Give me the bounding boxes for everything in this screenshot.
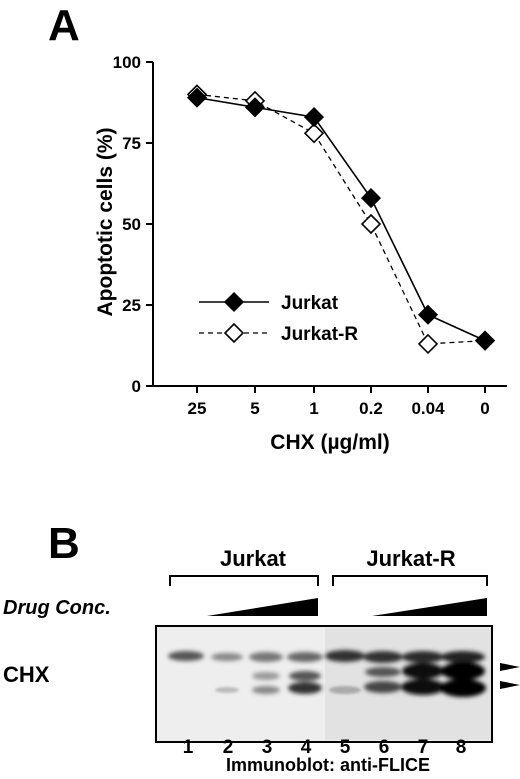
point-jurkat: [244, 97, 266, 118]
x-tick-label: 5: [250, 399, 259, 418]
lane-label: 4: [301, 737, 312, 758]
legend-label-jurkat-r: Jurkat-R: [281, 324, 358, 345]
legend-marker-jurkat-r: [223, 322, 245, 344]
lane-label: 5: [340, 737, 351, 758]
point-jurkat: [360, 188, 382, 209]
band-lane1-upper: [168, 651, 204, 661]
band-lane4-lower: [288, 682, 322, 694]
lane-label: 6: [379, 737, 390, 758]
series-markers: [186, 84, 496, 355]
blot-faint-bands: [215, 686, 361, 694]
band-lane6-lower: [364, 681, 402, 693]
x-ticks: 25 5 1 0.2 0.04 0: [188, 386, 490, 418]
panel-a-letter: A: [48, 1, 80, 50]
point-jurkat: [417, 304, 439, 325]
band-lane8-middle: [441, 662, 485, 680]
y-ticks: 0 25 50 75 100: [113, 53, 153, 396]
band-lane5-upper: [325, 650, 365, 662]
band-lane3-middle: [252, 672, 280, 680]
legend-marker-jurkat: [223, 291, 245, 313]
band-lane4-upper: [287, 652, 323, 662]
lane-label: 8: [456, 737, 467, 758]
x-tick-label: 1: [309, 399, 318, 418]
blot-row-label: CHX: [3, 662, 50, 687]
series-line-jurkat-r: [196, 93, 486, 345]
group-label-jurkat-r: Jurkat-R: [366, 546, 455, 571]
lane-label: 1: [183, 737, 194, 758]
band-lane2-lower: [215, 687, 239, 693]
point-jurkat: [474, 330, 496, 351]
point-jurkat: [186, 87, 208, 108]
point-jurkat-r: [417, 333, 439, 355]
lower-band-arrowhead-icon: [500, 681, 520, 689]
x-tick-label: 0: [480, 399, 489, 418]
x-axis-label: CHX (µg/ml): [270, 431, 389, 454]
point-jurkat-r: [360, 213, 382, 235]
panel-b-letter: B: [48, 519, 80, 568]
band-lane8-upper: [441, 651, 485, 663]
series-line-jurkat: [196, 96, 486, 342]
x-tick-label: 25: [188, 399, 207, 418]
legend-label-jurkat: Jurkat: [281, 293, 339, 314]
lane-label: 2: [223, 737, 234, 758]
band-lane7-lower: [401, 679, 445, 695]
band-lane3-upper: [249, 652, 283, 662]
drug-conc-label: Drug Conc.: [3, 597, 111, 619]
legend: Jurkat Jurkat-R: [199, 291, 358, 345]
lane-label: 3: [262, 737, 273, 758]
group-label-jurkat: Jurkat: [220, 546, 287, 571]
concentration-wedge-jurkat-r: [372, 598, 487, 616]
concentration-wedge-jurkat: [207, 598, 318, 616]
immunoblot-image: [155, 625, 493, 743]
bracket-jurkat: [169, 575, 319, 586]
band-lane6-upper: [363, 651, 403, 663]
band-lane8-lower: [440, 679, 486, 697]
blot-caption: Immunoblot: anti-FLICE: [226, 755, 430, 775]
y-tick-label: 75: [122, 134, 141, 153]
band-lane7-middle: [402, 663, 444, 679]
y-axis-label: Apoptotic cells (%): [94, 127, 117, 316]
panel-a-chart: 0 25 50 75 100 25 5 1 0.2 0.04 0 Apoptotic cells …: [94, 53, 507, 454]
lane-labels: 1 2 3 4 5 6 7 8: [183, 737, 467, 758]
y-tick-label: 100: [113, 53, 141, 72]
band-lane7-upper: [402, 651, 444, 663]
series-lines: [196, 93, 486, 345]
band-lane5-lower: [329, 686, 361, 694]
y-tick-label: 0: [132, 377, 141, 396]
band-lane4-middle: [289, 671, 321, 681]
point-jurkat: [303, 107, 325, 128]
blot-bands: [168, 650, 486, 697]
y-tick-label: 50: [122, 215, 141, 234]
x-tick-label: 0.2: [359, 399, 383, 418]
point-jurkat-r: [303, 123, 325, 144]
band-lane3-lower: [252, 686, 280, 694]
upper-band-arrowhead-icon: [500, 663, 520, 671]
band-lane6-middle: [365, 667, 401, 677]
x-tick-label: 0.04: [411, 399, 445, 418]
lane-label: 7: [418, 737, 429, 758]
band-lane2-upper: [211, 653, 243, 661]
bracket-jurkat-r: [332, 575, 488, 586]
y-tick-label: 25: [122, 296, 141, 315]
